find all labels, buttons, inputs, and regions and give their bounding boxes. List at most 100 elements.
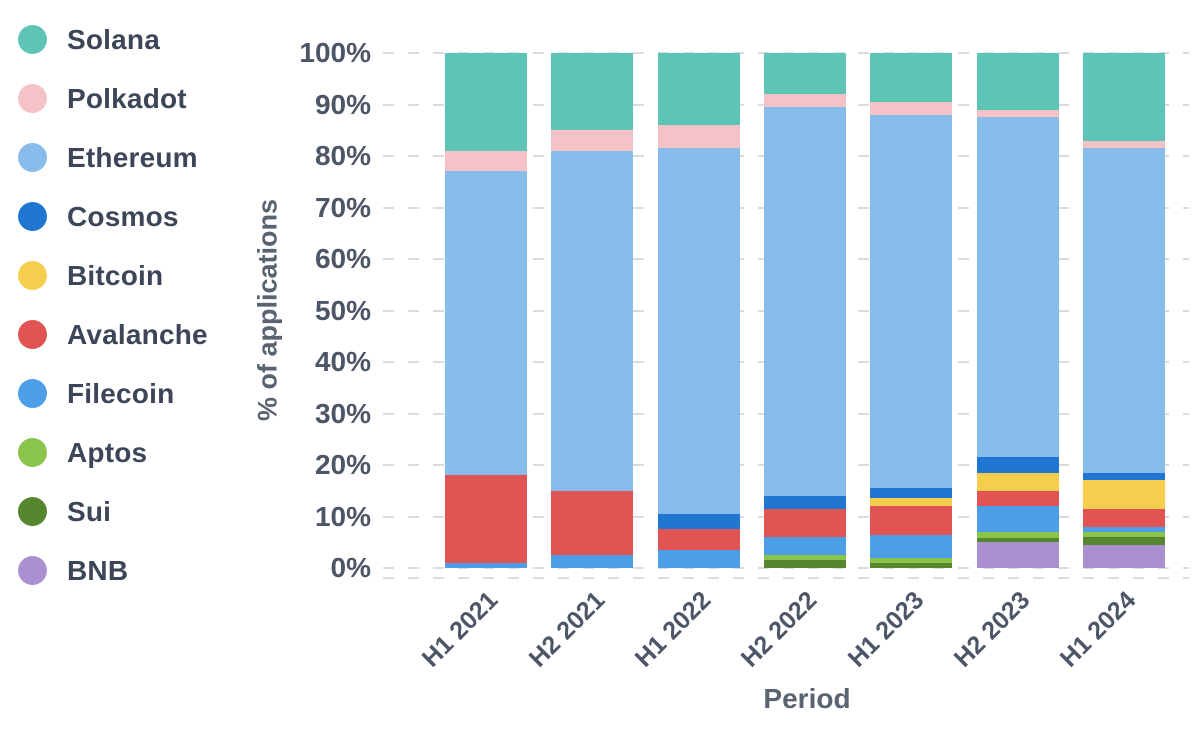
bar-h1-2023 — [870, 53, 953, 568]
legend-label-ethereum: Ethereum — [67, 141, 198, 173]
segment-solana-h1-2021 — [445, 53, 527, 151]
bar-h2-2023 — [976, 53, 1059, 568]
segment-filecoin-h1-2023 — [870, 534, 953, 558]
legend-label-cosmos: Cosmos — [67, 200, 179, 232]
segment-aptos-h1-2024 — [1082, 531, 1165, 538]
ytick-40: 40% — [314, 346, 371, 377]
segment-bitcoin-h2-2023 — [976, 472, 1059, 491]
bar-h1-2022 — [657, 53, 740, 568]
segment-avalanche-h1-2024 — [1082, 508, 1165, 527]
segment-solana-h1-2024 — [1082, 53, 1165, 141]
segment-polkadot-h1-2023 — [870, 101, 953, 115]
segment-avalanche-h1-2023 — [870, 506, 953, 535]
segment-solana-h2-2023 — [976, 53, 1059, 110]
legend-item-bnb: BNB — [18, 541, 208, 600]
legend-item-cosmos: Cosmos — [18, 187, 208, 246]
segment-avalanche-h1-2022 — [657, 529, 740, 550]
legend-label-polkadot: Polkadot — [67, 82, 187, 114]
legend-swatch-cosmos — [18, 202, 47, 231]
legend-item-filecoin: Filecoin — [18, 364, 208, 423]
segment-filecoin-h2-2022 — [763, 537, 846, 556]
segment-sui-h2-2022 — [763, 560, 846, 568]
bar-h2-2022 — [763, 53, 846, 568]
ytick-10: 10% — [314, 500, 371, 532]
segment-filecoin-h1-2021 — [445, 562, 527, 568]
legend-item-polkadot: Polkadot — [18, 69, 208, 128]
segment-cosmos-h2-2023 — [976, 457, 1059, 473]
segment-aptos-h2-2022 — [763, 555, 846, 561]
legend-item-avalanche: Avalanche — [18, 305, 208, 364]
legend-swatch-aptos — [18, 438, 47, 467]
segment-filecoin-h1-2022 — [657, 549, 740, 568]
legend-label-aptos: Aptos — [67, 436, 148, 468]
segment-solana-h1-2023 — [870, 53, 953, 102]
plot-area — [383, 52, 1189, 579]
segment-filecoin-h1-2024 — [1082, 526, 1165, 532]
segment-solana-h1-2022 — [657, 53, 740, 126]
segment-ethereum-h1-2024 — [1082, 148, 1165, 473]
legend-item-aptos: Aptos — [18, 423, 208, 482]
ytick-30: 30% — [314, 397, 371, 429]
segment-sui-h2-2023 — [976, 538, 1059, 543]
segment-sui-h1-2024 — [1082, 537, 1165, 545]
legend-item-sui: Sui — [18, 482, 208, 541]
ytick-100: 100% — [299, 37, 371, 68]
segment-filecoin-h2-2023 — [976, 506, 1059, 532]
legend-item-ethereum: Ethereum — [18, 128, 208, 187]
segment-cosmos-h1-2024 — [1082, 472, 1165, 481]
segment-bitcoin-h1-2024 — [1082, 480, 1165, 509]
legend: Solana Polkadot Ethereum Cosmos Bitcoin Avala… — [18, 10, 208, 600]
bar-h1-2024 — [1082, 53, 1165, 568]
segment-avalanche-h2-2023 — [976, 490, 1059, 507]
legend-label-solana: Solana — [67, 23, 161, 55]
segment-polkadot-h1-2021 — [445, 150, 527, 172]
xtick-h2-2022: H2 2022 — [736, 586, 823, 673]
legend-swatch-solana — [18, 25, 47, 54]
segment-polkadot-h2-2022 — [763, 94, 846, 108]
bar-h2-2021 — [551, 53, 634, 568]
segment-cosmos-h1-2023 — [870, 488, 953, 499]
segment-filecoin-h2-2021 — [551, 555, 634, 568]
legend-label-filecoin: Filecoin — [67, 377, 175, 409]
segment-ethereum-h2-2022 — [763, 107, 846, 496]
segment-ethereum-h1-2022 — [657, 148, 740, 514]
segment-ethereum-h1-2023 — [870, 114, 953, 489]
xtick-h2-2023: H2 2023 — [948, 586, 1036, 673]
segment-cosmos-h1-2022 — [657, 513, 740, 530]
ytick-70: 70% — [314, 191, 371, 223]
ytick-60: 60% — [314, 243, 371, 274]
ytick-90: 90% — [314, 88, 371, 120]
legend-swatch-polkadot — [18, 84, 47, 113]
xtick-h1-2022: H1 2022 — [629, 586, 717, 673]
ytick-80: 80% — [314, 140, 371, 171]
legend-item-solana: Solana — [18, 10, 208, 69]
segment-polkadot-h2-2021 — [551, 130, 634, 151]
segment-solana-h2-2021 — [551, 53, 634, 131]
segment-bitcoin-h1-2023 — [870, 498, 953, 507]
segment-avalanche-h1-2021 — [445, 475, 527, 563]
legend-swatch-filecoin — [18, 379, 47, 408]
legend-swatch-avalanche — [18, 320, 47, 349]
segment-avalanche-h2-2022 — [763, 508, 846, 538]
x-axis-title: Period — [763, 683, 851, 714]
segment-ethereum-h1-2021 — [445, 171, 527, 476]
segment-bnb-h1-2024 — [1082, 544, 1165, 568]
legend-swatch-sui — [18, 497, 47, 526]
legend-label-bnb: BNB — [67, 554, 129, 586]
xtick-h2-2021: H2 2021 — [523, 586, 611, 673]
ytick-20: 20% — [314, 449, 371, 480]
ytick-0: 0% — [330, 552, 371, 583]
legend-label-sui: Sui — [67, 495, 112, 527]
legend-label-bitcoin: Bitcoin — [67, 259, 164, 291]
segment-avalanche-h2-2021 — [551, 490, 634, 556]
xtick-h1-2023: H1 2023 — [842, 586, 930, 673]
gridline-0 — [383, 567, 1189, 569]
segment-cosmos-h2-2022 — [763, 495, 846, 509]
legend-swatch-bnb — [18, 556, 47, 585]
segment-sui-h1-2023 — [870, 562, 953, 568]
x-axis-line — [383, 577, 1189, 579]
legend-item-bitcoin: Bitcoin — [18, 246, 208, 305]
ytick-50: 50% — [314, 294, 371, 326]
segment-aptos-h1-2023 — [870, 557, 953, 563]
